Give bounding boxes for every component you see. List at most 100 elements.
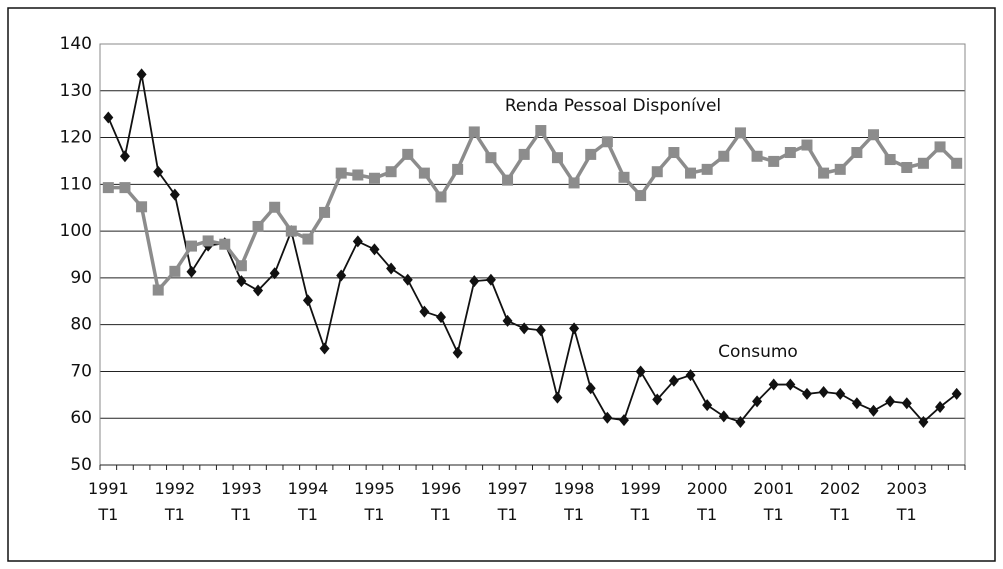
marker <box>469 275 480 288</box>
marker <box>851 147 863 159</box>
series-line <box>107 74 958 424</box>
x-tick-label: 1995 T1 <box>354 479 395 524</box>
marker <box>801 139 813 151</box>
series-line <box>108 127 958 294</box>
marker <box>418 167 430 179</box>
marker <box>136 68 147 81</box>
marker <box>701 163 713 175</box>
marker <box>269 201 281 213</box>
marker <box>436 311 447 324</box>
marker <box>917 157 929 169</box>
marker <box>702 399 713 412</box>
marker <box>935 400 946 413</box>
series-label: Consumo <box>718 342 798 362</box>
marker <box>152 284 164 296</box>
series-label: Renda Pessoal Disponível <box>505 96 721 116</box>
marker <box>951 157 963 169</box>
marker <box>452 346 463 359</box>
y-tick-label: 120 <box>60 128 92 148</box>
marker <box>518 148 530 160</box>
marker <box>102 182 114 194</box>
marker <box>751 150 763 162</box>
marker <box>285 225 297 237</box>
y-tick-label: 50 <box>70 455 92 475</box>
marker <box>752 395 763 408</box>
marker <box>352 235 363 248</box>
marker <box>718 410 729 423</box>
x-tick-label: 2001 T1 <box>753 479 795 524</box>
marker <box>319 206 331 218</box>
marker <box>535 324 546 337</box>
marker <box>718 150 730 162</box>
marker <box>884 154 896 166</box>
y-tick-label: 60 <box>70 408 92 428</box>
marker <box>735 415 746 428</box>
marker <box>685 167 697 179</box>
marker <box>269 267 280 280</box>
x-tick-label: 1996 T1 <box>420 479 462 524</box>
marker <box>951 387 962 400</box>
x-tick-label: 2002 T1 <box>819 479 861 524</box>
marker <box>302 294 313 307</box>
marker <box>419 305 430 318</box>
marker <box>468 126 480 138</box>
marker <box>485 273 496 286</box>
marker <box>569 322 580 335</box>
marker <box>834 163 846 175</box>
marker <box>602 411 613 424</box>
x-tick-label: 1992 T1 <box>154 479 196 524</box>
marker <box>551 152 563 164</box>
y-tick-label: 90 <box>70 268 92 288</box>
x-tick-label: 1991 T1 <box>87 479 129 524</box>
marker <box>119 182 131 194</box>
marker <box>835 387 846 400</box>
marker <box>319 342 330 355</box>
x-tick-label: 1994 T1 <box>287 479 329 524</box>
marker <box>568 177 580 189</box>
marker <box>934 141 946 153</box>
y-tick-label: 110 <box>60 174 92 194</box>
marker <box>235 260 247 272</box>
marker <box>885 395 896 408</box>
marker <box>601 136 613 148</box>
marker <box>402 148 414 160</box>
marker <box>169 265 181 277</box>
marker <box>352 169 364 181</box>
y-tick-label: 130 <box>60 81 92 101</box>
marker <box>668 147 680 159</box>
y-tick-label: 70 <box>70 361 92 381</box>
marker <box>485 152 497 164</box>
marker <box>435 191 447 203</box>
marker <box>901 161 913 173</box>
marker <box>585 382 596 395</box>
marker <box>784 147 796 159</box>
marker <box>502 314 513 327</box>
marker <box>219 238 231 250</box>
frame <box>7 7 996 562</box>
y-tick-label: 80 <box>70 315 92 335</box>
marker <box>368 172 380 184</box>
marker <box>851 397 862 410</box>
x-tick-label: 2000 T1 <box>686 479 728 524</box>
marker <box>552 391 563 404</box>
x-tick-label: 2003 T1 <box>886 479 928 524</box>
marker <box>336 269 347 282</box>
marker <box>252 220 264 232</box>
marker <box>585 148 597 160</box>
marker <box>452 163 464 175</box>
marker <box>668 374 679 387</box>
marker <box>635 190 647 202</box>
marker <box>169 188 180 201</box>
marker <box>618 171 630 183</box>
marker <box>386 262 397 275</box>
marker <box>818 386 829 399</box>
y-tick-label: 100 <box>60 221 92 241</box>
marker <box>918 415 929 428</box>
marker <box>369 243 380 256</box>
marker <box>818 167 830 179</box>
x-tick-label: 1999 T1 <box>620 479 661 524</box>
marker <box>385 166 397 178</box>
marker <box>185 240 197 252</box>
